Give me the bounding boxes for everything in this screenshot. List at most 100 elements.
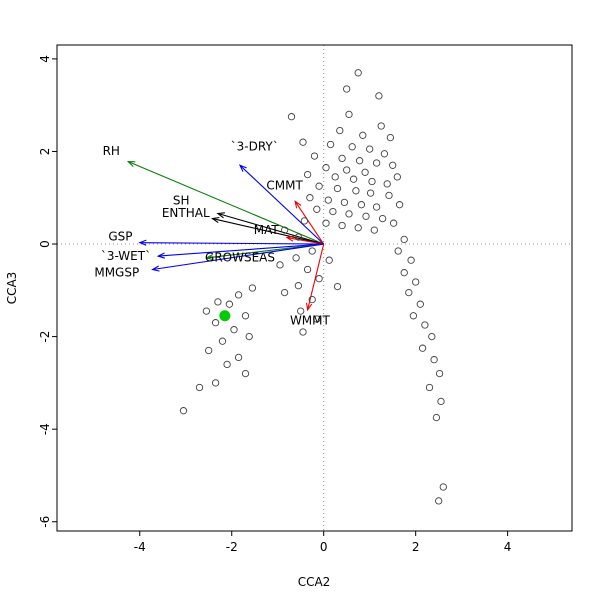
vector-label-mat: MAT xyxy=(254,223,280,237)
site-point xyxy=(245,332,253,341)
site-point xyxy=(322,164,330,172)
site-point xyxy=(306,194,314,202)
site-point xyxy=(378,214,387,223)
site-point xyxy=(361,168,369,176)
vector-arrow-mmgsp xyxy=(152,243,324,271)
site-point xyxy=(179,407,188,415)
vector-arrow-3dry xyxy=(239,164,325,245)
site-point xyxy=(430,356,438,364)
site-point xyxy=(421,321,429,329)
vector-arrow-mat xyxy=(286,237,324,245)
site-point xyxy=(329,207,337,216)
site-point xyxy=(389,219,398,227)
highlighted-site-point xyxy=(219,310,231,322)
site-point xyxy=(394,247,402,255)
site-point xyxy=(214,298,222,306)
y-tick-label: 4 xyxy=(38,55,52,63)
site-point xyxy=(230,326,238,334)
x-tick-label: 0 xyxy=(320,540,328,554)
vector-arrowhead-3wet xyxy=(156,252,165,259)
site-point xyxy=(313,205,321,213)
vector-arrowhead-mmgsp xyxy=(151,265,160,272)
site-point xyxy=(234,291,243,299)
site-point xyxy=(202,307,211,315)
site-point xyxy=(287,113,296,121)
site-point xyxy=(310,152,319,160)
site-point xyxy=(308,247,316,255)
site-point xyxy=(324,196,332,204)
site-point xyxy=(357,201,366,209)
vector-arrowhead-3dry xyxy=(238,164,247,172)
site-point xyxy=(385,191,393,200)
site-point xyxy=(439,483,447,491)
site-point xyxy=(294,233,303,241)
site-point xyxy=(303,170,312,179)
site-point xyxy=(315,182,323,190)
site-point xyxy=(333,184,342,193)
vector-arrowhead-wmmt xyxy=(306,302,313,312)
x-tick-label: -4 xyxy=(134,540,146,554)
site-point xyxy=(313,315,321,323)
site-point xyxy=(412,278,420,286)
site-point xyxy=(425,383,434,392)
site-point xyxy=(393,173,401,181)
y-tick-label: -2 xyxy=(38,331,52,343)
y-tick-label: -6 xyxy=(38,516,52,528)
site-point xyxy=(336,126,344,135)
site-point xyxy=(395,201,404,209)
site-point xyxy=(297,307,305,315)
site-point xyxy=(416,300,424,308)
site-point xyxy=(352,187,360,195)
vector-arrowhead-growseas xyxy=(204,254,214,261)
site-point xyxy=(375,92,383,100)
site-point xyxy=(294,282,303,290)
vector-arrow-enthal xyxy=(212,218,324,245)
site-point xyxy=(372,203,381,211)
site-point xyxy=(354,224,362,232)
y-tick-label: 0 xyxy=(38,240,52,248)
site-point xyxy=(370,226,378,234)
y-axis-label: CCA3 xyxy=(5,272,19,305)
site-point xyxy=(435,369,444,378)
vector-label-sh: SH xyxy=(173,194,190,208)
plot-border xyxy=(56,44,573,532)
site-point xyxy=(225,300,234,308)
site-point xyxy=(349,175,358,183)
site-point xyxy=(343,85,351,93)
site-point xyxy=(354,69,362,77)
vector-arrowhead-mat xyxy=(285,235,294,242)
vector-arrowhead-rh xyxy=(126,161,136,167)
site-point xyxy=(248,284,257,292)
x-tick-label: -2 xyxy=(226,540,238,554)
vector-label-enthal: ENTHAL xyxy=(162,206,210,220)
site-point xyxy=(333,282,342,291)
vector-label-wmmt: WMMT xyxy=(290,314,331,328)
vector-arrowhead-cmmt xyxy=(294,200,302,209)
site-point xyxy=(325,256,333,264)
site-point xyxy=(280,288,289,297)
vector-arrowhead-enthal xyxy=(210,216,220,224)
site-point xyxy=(362,212,370,220)
site-point xyxy=(300,217,309,225)
site-point xyxy=(292,254,300,262)
vector-arrow-sh xyxy=(217,212,324,245)
site-point xyxy=(355,157,364,165)
site-point xyxy=(331,173,339,181)
vector-arrow-3wet xyxy=(158,243,324,257)
site-point xyxy=(377,122,385,130)
site-point xyxy=(400,269,408,277)
site-point xyxy=(345,110,353,119)
site-point xyxy=(241,312,250,320)
site-point xyxy=(407,256,415,264)
site-point xyxy=(211,379,220,387)
vector-arrow-wmmt xyxy=(307,243,325,310)
site-point xyxy=(409,312,418,320)
site-point xyxy=(418,344,427,352)
site-point xyxy=(366,145,374,153)
site-point xyxy=(315,275,323,283)
x-axis-label: CCA2 xyxy=(298,575,331,589)
site-point xyxy=(428,332,436,341)
site-point xyxy=(343,166,351,174)
